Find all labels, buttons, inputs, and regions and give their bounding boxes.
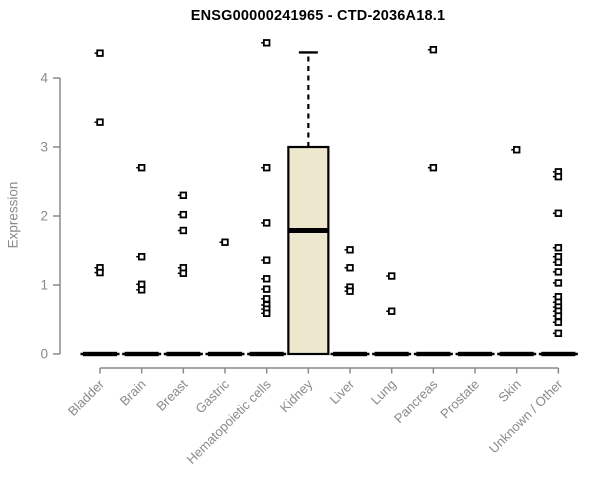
outlier-point <box>262 275 271 283</box>
x-tick-label: Prostate <box>437 377 482 422</box>
outlier-point <box>179 226 188 235</box>
collapsed-box-Prostate <box>458 351 493 357</box>
outlier-point <box>137 286 146 294</box>
outlier-point <box>387 272 396 280</box>
outlier-point <box>429 46 438 54</box>
box-Kidney <box>287 145 330 356</box>
outlier-point <box>262 309 271 317</box>
x-tick-label: Liver <box>327 376 358 407</box>
outlier-point <box>262 163 271 172</box>
outlier-point <box>554 258 563 266</box>
y-tick-label: 0 <box>40 347 48 362</box>
x-tick-label: Brain <box>117 377 149 409</box>
collapsed-box-Liver <box>333 351 368 357</box>
outlier-point <box>96 49 104 57</box>
outlier-point <box>262 39 271 47</box>
x-tick-label: Skin <box>495 377 523 405</box>
outlier-point <box>96 118 104 126</box>
outlier-point <box>387 307 396 315</box>
outlier-point <box>137 253 146 261</box>
collapsed-box-Skin <box>499 351 534 357</box>
outlier-point <box>262 295 271 303</box>
y-tick-label: 1 <box>40 278 48 293</box>
outlier-point <box>554 329 563 337</box>
x-tick-label: Lung <box>368 377 399 408</box>
y-tick-label: 2 <box>40 209 48 224</box>
collapsed-box-Hematopoietic cells <box>249 351 284 357</box>
outlier-point <box>221 238 229 246</box>
x-tick-label: Pancreas <box>391 376 441 426</box>
outlier-point <box>179 269 188 277</box>
collapsed-box-Bladder <box>83 351 117 357</box>
outlier-point <box>137 163 146 172</box>
outlier-point <box>554 312 563 320</box>
outlier-point <box>346 264 354 272</box>
outlier-point <box>346 246 354 254</box>
collapsed-box-Gastric <box>208 351 243 357</box>
outlier-point <box>262 285 271 293</box>
y-tick-label: 3 <box>40 140 48 155</box>
chart-title: ENSG00000241965 - CTD-2036A18.1 <box>190 8 446 24</box>
outlier-point <box>262 256 271 264</box>
collapsed-box-Brain <box>124 351 159 357</box>
outlier-point <box>554 318 563 326</box>
outlier-point <box>346 287 354 295</box>
outlier-point <box>554 279 563 287</box>
outlier-point <box>554 209 563 217</box>
y-tick-label: 4 <box>40 71 48 86</box>
collapsed-box-Unknown / Other <box>541 351 576 357</box>
outlier-point <box>262 219 271 227</box>
x-tick-label: Unknown / Other <box>486 376 566 456</box>
outlier-point <box>429 163 438 172</box>
outlier-point <box>513 146 521 154</box>
outlier-point <box>554 268 563 276</box>
outlier-point <box>96 268 104 277</box>
outlier-point <box>554 172 563 181</box>
x-tick-label: Breast <box>153 376 190 413</box>
outlier-point <box>179 191 188 199</box>
collapsed-box-Lung <box>374 351 409 357</box>
collapsed-box-Pancreas <box>416 351 451 357</box>
x-tick-label: Kidney <box>277 376 316 415</box>
outlier-point <box>179 210 188 219</box>
x-tick-label: Bladder <box>65 376 108 419</box>
outlier-point <box>554 244 563 252</box>
collapsed-box-Breast <box>166 351 201 357</box>
x-tick-label: Gastric <box>192 376 232 416</box>
